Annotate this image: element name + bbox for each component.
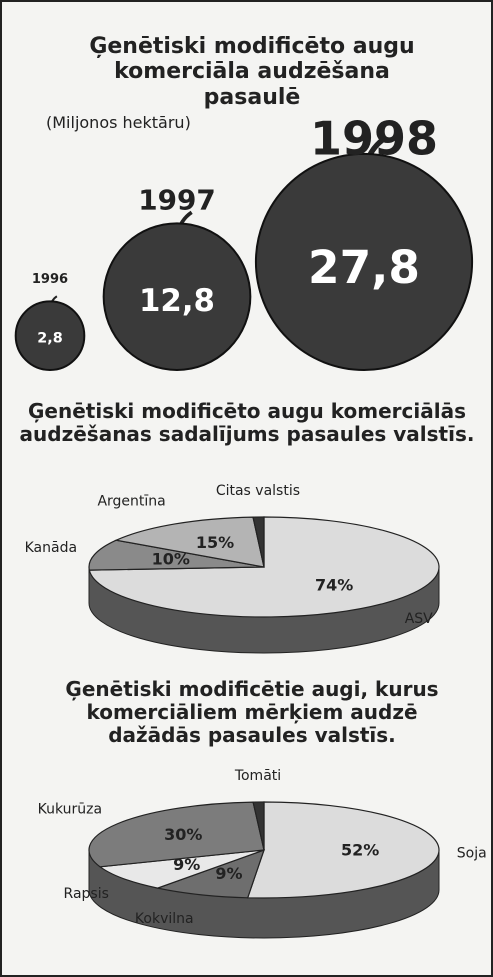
value-label: 30% (164, 825, 202, 844)
value-label: 12,8 (139, 283, 215, 319)
chart-subtitle: (Miljonos hektāru) (46, 114, 191, 132)
chart-title: Ģenētiski modificēto augu komerciālās au… (8, 400, 486, 446)
category-label: Argentīna (97, 494, 165, 510)
category-label: Rapsis (64, 886, 109, 902)
chart: 19962,8199712,8199827,8ASV74%Kanāda10%Ar… (2, 2, 491, 975)
category-label: Kanāda (25, 540, 77, 556)
infographic: 19962,8199712,8199827,8ASV74%Kanāda10%Ar… (0, 0, 493, 977)
value-label: 27,8 (308, 241, 420, 294)
value-label: 9% (215, 864, 242, 883)
category-label: ASV (405, 611, 433, 627)
category-label: Kokvilna (135, 911, 194, 927)
value-label: 15% (196, 533, 234, 552)
category-label: Kukurūza (38, 802, 102, 818)
chart-title: Ģenētiski modificētie augi, kurus komerc… (62, 678, 442, 747)
value-label: 52% (341, 841, 379, 860)
category-label: Citas valstis (216, 483, 300, 499)
year-label: 1998 (310, 112, 438, 166)
category-label: Soja (457, 845, 487, 861)
value-label: 74% (315, 575, 353, 594)
value-label: 2,8 (37, 330, 63, 346)
year-label: 1997 (138, 183, 216, 216)
year-label: 1996 (32, 272, 68, 287)
chart-title: Ģenētiski modificēto augu komerciāla aud… (72, 34, 432, 110)
category-label: Tomāti (234, 768, 281, 784)
